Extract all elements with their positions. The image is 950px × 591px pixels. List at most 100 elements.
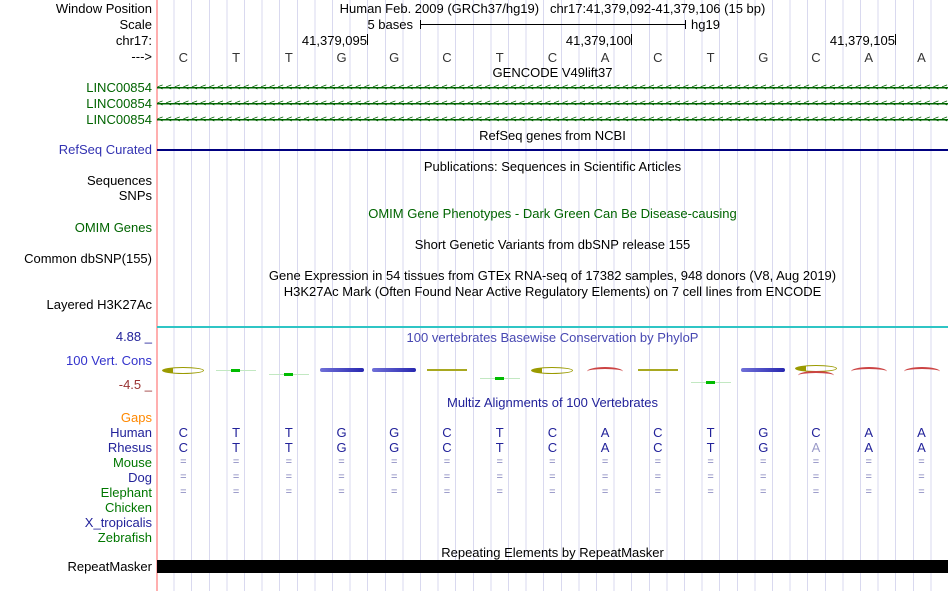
phylop-mark-green-dash[interactable] (268, 373, 309, 376)
ruler-tick-number: 41,379,100 (565, 33, 631, 48)
multiz-species-label-elephant[interactable]: Elephant (100, 485, 152, 500)
multiz-cell: C (442, 425, 452, 440)
multiz-cell: = (918, 471, 925, 483)
sequences-label[interactable]: Sequences (86, 173, 152, 188)
multiz-species-row-mouse[interactable]: = = = = = = = = = = = = = = = (157, 455, 948, 470)
multiz-cell: = (760, 486, 767, 498)
reference-base[interactable]: C (442, 50, 452, 65)
multiz-cell: = (707, 471, 714, 483)
phylop-mark-green-dash[interactable] (479, 377, 520, 380)
repeatmasker-element-bar[interactable] (157, 560, 948, 573)
gencode-gene-item[interactable]: <<<<<<<<<<<<<<<<<<<<<<<<<<<<<<<<<<<<<<<<… (157, 81, 948, 95)
phylop-mark-olive-line[interactable] (637, 369, 678, 371)
gencode-gene-label[interactable]: LINC00854 (86, 112, 152, 127)
reference-base[interactable]: C (547, 50, 558, 65)
multiz-cell: A (600, 425, 610, 440)
multiz-cell: = (232, 456, 240, 468)
ruler-tick (367, 34, 368, 45)
multiz-species-label-mouse[interactable]: Mouse (112, 455, 152, 470)
refseq-curated-label[interactable]: RefSeq Curated (58, 142, 152, 157)
multiz-cell: = (338, 486, 345, 498)
multiz-species-label-dog[interactable]: Dog (128, 470, 152, 485)
common-dbsnp-label[interactable]: Common dbSNP(155) (24, 251, 152, 266)
multiz-cell: = (496, 456, 503, 468)
ruler-tick-number: 41,379,095 (301, 33, 367, 48)
multiz-cell: = (601, 456, 609, 468)
layered-h3k27ac-label[interactable]: Layered H3K27Ac (46, 297, 152, 312)
multiz-cell: = (391, 456, 398, 468)
multiz-cell: = (180, 456, 187, 468)
cons-track-label[interactable]: 100 Vert. Cons (66, 353, 152, 368)
reference-base[interactable]: T (706, 50, 715, 65)
multiz-cell: T (232, 425, 241, 440)
gencode-gene-label[interactable]: LINC00854 (86, 80, 152, 95)
repeatmasker-label[interactable]: RepeatMasker (67, 559, 152, 574)
phylop-mark-red-arc[interactable] (850, 367, 887, 376)
multiz-cell: = (601, 471, 609, 483)
h3k27ac-signal-baseline[interactable] (157, 326, 948, 328)
snps-label[interactable]: SNPs (118, 188, 152, 203)
gencode-gene-item[interactable]: <<<<<<<<<<<<<<<<<<<<<<<<<<<<<<<<<<<<<<<<… (157, 113, 948, 127)
multiz-cell: = (391, 486, 398, 498)
reference-base[interactable]: G (336, 50, 347, 65)
gencode-gene-label[interactable]: LINC00854 (86, 96, 152, 111)
multiz-cell: C (442, 440, 452, 455)
multiz-species-row-elephant[interactable]: = = = = = = = = = = = = = = = (157, 485, 948, 500)
phylop-mark-blue-bar[interactable] (741, 368, 786, 372)
phylop-mark-red-arc[interactable] (903, 367, 940, 376)
position-range-label: chr17:41,379,092-41,379,106 (15 bp) (549, 1, 766, 16)
reference-base[interactable]: C (178, 50, 189, 65)
reference-base[interactable]: G (758, 50, 769, 65)
multiz-species-label-gaps[interactable]: Gaps (120, 410, 152, 425)
multiz-cell: = (918, 486, 925, 498)
omim-genes-label[interactable]: OMIM Genes (74, 220, 152, 235)
multiz-species-label-rhesus[interactable]: Rhesus (107, 440, 152, 455)
phylop-mark-olive-ellipse[interactable] (531, 367, 573, 374)
reference-base[interactable]: T (284, 50, 293, 65)
multiz-cell: T (706, 425, 715, 440)
multiz-cell: = (918, 456, 925, 468)
multiz-cell: C (811, 425, 821, 440)
ruler-tick (631, 34, 632, 45)
reference-base[interactable]: C (811, 50, 821, 65)
reference-base[interactable]: A (917, 50, 926, 65)
multiz-cell: T (232, 440, 241, 455)
assembly-label: Human Feb. 2009 (GRCh37/hg19) (339, 1, 540, 16)
multiz-species-row-dog[interactable]: = = = = = = = = = = = = = = = (157, 470, 948, 485)
multiz-cell: A (600, 440, 610, 455)
ruler-tick-number: 41,379,105 (829, 33, 895, 48)
gencode-gene-item[interactable]: <<<<<<<<<<<<<<<<<<<<<<<<<<<<<<<<<<<<<<<<… (157, 97, 948, 111)
multiz-species-label-human[interactable]: Human (110, 425, 152, 440)
multiz-species-label-chicken[interactable]: Chicken (105, 500, 152, 515)
multiz-cell: G (336, 425, 347, 440)
reference-base[interactable]: C (653, 50, 663, 65)
cons-min-label: -4.5 _ (118, 377, 152, 392)
phylop-mark-blue-bar[interactable] (319, 368, 364, 372)
reference-base[interactable]: A (864, 50, 874, 65)
phylop-mark-blue-bar[interactable] (372, 368, 417, 372)
window-position-label: Window Position (55, 1, 152, 16)
multiz-cell: C (653, 440, 663, 455)
phylop-mark-olive-ellipse[interactable] (161, 367, 204, 374)
reference-base[interactable]: T (232, 50, 241, 65)
header-title: Human Feb. 2009 (GRCh37/hg19) chr17:41,3… (157, 2, 948, 15)
multiz-species-label-zebrafish[interactable]: Zebrafish (97, 530, 152, 545)
refseq-curated-gene-line[interactable] (157, 149, 948, 151)
phylop-wiggle-marks[interactable] (0, 3, 950, 384)
chrom-label: chr17: (115, 33, 152, 48)
phylop-mark-green-dash[interactable] (216, 369, 257, 372)
phylop-mark-green-dash[interactable] (690, 381, 731, 384)
multiz-cell: = (232, 486, 240, 498)
phylop-mark-olive-ellipse-red[interactable] (798, 371, 835, 380)
phylop-mark-red-arc[interactable] (587, 367, 624, 376)
refseq-track-title: RefSeq genes from NCBI (479, 128, 626, 143)
reference-base[interactable]: G (389, 50, 400, 65)
multiz-cell: = (865, 456, 872, 468)
reference-base[interactable]: T (495, 50, 504, 65)
multiz-species-label-x_tropicalis[interactable]: X_tropicalis (84, 515, 152, 530)
reference-base[interactable]: A (600, 50, 610, 65)
phylop-mark-olive-line[interactable] (427, 369, 468, 371)
